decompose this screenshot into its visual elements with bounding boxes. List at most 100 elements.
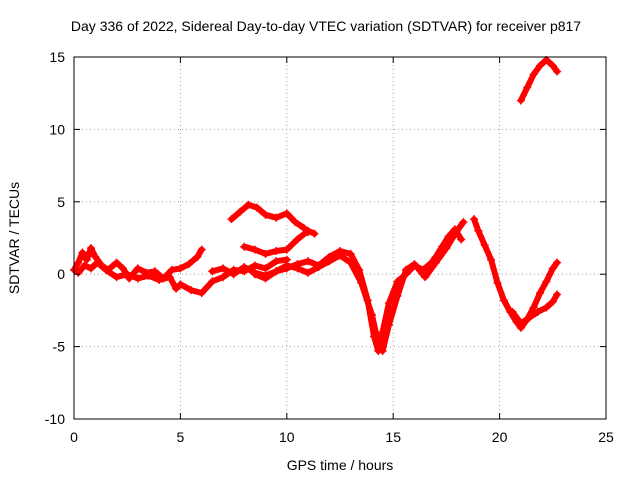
data-point-marker bbox=[548, 297, 557, 306]
data-point-marker bbox=[227, 215, 236, 224]
data-point-marker bbox=[291, 218, 300, 227]
series-top-right-arc bbox=[516, 55, 562, 105]
data-point-marker bbox=[91, 252, 100, 261]
series-trace bbox=[228, 201, 312, 236]
data-point-marker bbox=[453, 226, 462, 235]
data-point-marker bbox=[229, 270, 238, 279]
data-point-marker bbox=[470, 215, 479, 224]
data-point-marker bbox=[314, 262, 323, 271]
data-point-marker bbox=[112, 273, 121, 282]
data-point-marker bbox=[87, 244, 96, 253]
data-point-marker bbox=[374, 339, 383, 348]
data-point-marker bbox=[184, 260, 193, 269]
grid-lines bbox=[73, 56, 607, 420]
data-point-marker bbox=[187, 286, 196, 295]
data-point-marker bbox=[167, 265, 176, 274]
data-point-marker bbox=[459, 218, 468, 227]
data-point-marker bbox=[480, 241, 489, 250]
series-upper-arc bbox=[227, 200, 313, 237]
x-axis-label: GPS time / hours bbox=[287, 457, 394, 473]
data-point-marker bbox=[393, 291, 402, 300]
data-point-marker bbox=[261, 210, 270, 219]
data-point-marker bbox=[508, 307, 517, 316]
data-point-marker bbox=[304, 268, 313, 277]
data-point-marker bbox=[529, 70, 538, 79]
data-point-marker bbox=[218, 264, 227, 273]
data-point-marker bbox=[431, 258, 440, 267]
series-crossover-track bbox=[240, 226, 319, 258]
data-point-marker bbox=[282, 209, 291, 218]
data-point-marker bbox=[253, 203, 262, 212]
data-point-marker bbox=[542, 277, 551, 286]
series-lower-track bbox=[250, 218, 468, 355]
data-point-marker bbox=[80, 261, 89, 270]
data-point-marker bbox=[357, 278, 366, 287]
data-point-marker bbox=[384, 299, 393, 308]
data-point-marker bbox=[282, 245, 291, 254]
data-point-marker bbox=[553, 290, 562, 299]
data-point-marker bbox=[542, 303, 551, 312]
data-point-marker bbox=[240, 242, 249, 251]
plot-frame bbox=[73, 56, 607, 420]
data-point-marker bbox=[244, 200, 253, 209]
data-point-marker bbox=[525, 313, 534, 322]
data-point-marker bbox=[516, 96, 525, 105]
data-point-marker bbox=[367, 310, 376, 319]
data-point-marker bbox=[261, 264, 270, 273]
y-tick-label: -10 bbox=[45, 411, 65, 427]
data-point-marker bbox=[499, 296, 508, 305]
data-point-marker bbox=[165, 273, 174, 282]
data-point-marker bbox=[293, 235, 302, 244]
y-tick-label: 5 bbox=[57, 194, 65, 210]
data-point-marker bbox=[304, 257, 313, 266]
data-point-marker bbox=[272, 213, 281, 222]
data-point-marker bbox=[401, 265, 410, 274]
data-point-marker bbox=[74, 258, 83, 267]
axis-ticks: 0 5 10 15 20 25 -10 -5 0 5 10 15 bbox=[45, 49, 614, 445]
x-tick-label: 0 bbox=[70, 429, 78, 445]
data-point-marker bbox=[172, 284, 181, 293]
x-tick-label: 15 bbox=[385, 429, 401, 445]
data-point-marker bbox=[516, 319, 525, 328]
data-point-marker bbox=[272, 267, 281, 276]
y-tick-label: -5 bbox=[53, 339, 66, 355]
data-point-marker bbox=[533, 307, 542, 316]
data-point-marker bbox=[272, 247, 281, 256]
chart-title: Day 336 of 2022, Sidereal Day-to-day VTE… bbox=[71, 18, 581, 34]
data-point-marker bbox=[261, 249, 270, 258]
data-point-marker bbox=[82, 255, 91, 264]
data-point-marker bbox=[282, 261, 291, 270]
data-point-marker bbox=[493, 278, 502, 287]
data-point-marker bbox=[378, 346, 387, 355]
x-tick-label: 10 bbox=[279, 429, 295, 445]
data-point-marker bbox=[536, 289, 545, 298]
data-point-marker bbox=[325, 257, 334, 266]
data-point-marker bbox=[93, 258, 102, 267]
data-point-marker bbox=[235, 207, 244, 216]
data-point-marker bbox=[553, 258, 562, 267]
data-point-marker bbox=[346, 249, 355, 258]
data-point-marker bbox=[118, 264, 127, 273]
data-point-marker bbox=[293, 264, 302, 273]
series-late-lower-track bbox=[508, 290, 562, 328]
y-tick-label: 15 bbox=[49, 49, 65, 65]
data-point-marker bbox=[421, 273, 430, 282]
data-point-marker bbox=[144, 271, 153, 280]
data-point-marker bbox=[250, 270, 259, 279]
x-tick-label: 5 bbox=[177, 429, 185, 445]
data-point-marker bbox=[78, 248, 87, 257]
data-point-marker bbox=[197, 289, 206, 298]
y-tick-label: 10 bbox=[49, 121, 65, 137]
data-point-marker bbox=[155, 275, 164, 284]
data-point-marker bbox=[410, 260, 419, 269]
data-point-marker bbox=[250, 261, 259, 270]
data-point-marker bbox=[150, 267, 159, 276]
data-point-marker bbox=[218, 273, 227, 282]
data-point-marker bbox=[176, 280, 185, 289]
data-point-marker bbox=[442, 244, 451, 253]
data-point-marker bbox=[346, 258, 355, 267]
data-point-marker bbox=[250, 245, 259, 254]
y-tick-label: 0 bbox=[57, 266, 65, 282]
data-point-marker bbox=[208, 277, 217, 286]
